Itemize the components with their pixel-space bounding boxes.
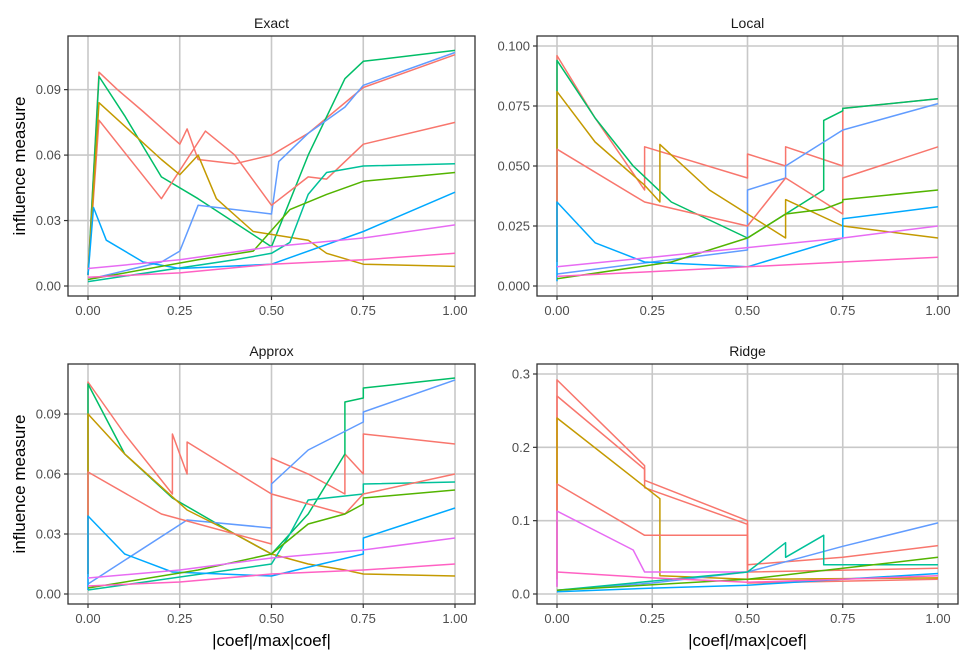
x-tick-label: 0.00 — [75, 303, 100, 318]
series-line-s8 — [87, 171, 456, 281]
series-line-s7 — [87, 191, 456, 276]
series-line-s6 — [556, 201, 939, 282]
y-tick-label: 0.00 — [36, 279, 61, 294]
x-tick-label: 1.00 — [442, 303, 467, 318]
y-tick-label: 0.000 — [497, 279, 530, 294]
series-group — [556, 379, 939, 593]
series-line-s4 — [87, 413, 456, 577]
panel-title: Exact — [254, 15, 289, 31]
series-line-s4 — [87, 119, 456, 276]
series-line-s7 — [87, 507, 456, 590]
series-line-s1 — [87, 53, 456, 276]
x-tick-label: 0.25 — [640, 303, 665, 318]
panel-title: Local — [731, 15, 764, 31]
panel-approx: Approx 0.00 0.25 0.50 0.75 1.00 0.00 0.03 0.06 0.… — [10, 343, 476, 650]
series-line-s9 — [87, 537, 456, 579]
y-tick-label: 0.00 — [36, 587, 61, 602]
x-tick-label: 1.00 — [442, 611, 467, 626]
x-tick-label: 1.00 — [925, 303, 950, 318]
series-line-s6 — [87, 471, 456, 574]
series-line-s5 — [87, 101, 456, 276]
series-line-s10 — [87, 252, 456, 279]
x-tick-label: 0.25 — [167, 303, 192, 318]
y-tick-label: 0.06 — [36, 467, 61, 482]
panel-title: Approx — [249, 343, 293, 359]
x-tick-label: 0.75 — [830, 611, 855, 626]
y-tick-label: 0.09 — [36, 407, 61, 422]
y-tick-label: 0.2 — [512, 440, 530, 455]
y-axis-label: influence measure — [10, 415, 29, 554]
panels: Exact 0.00 0.25 0.50 0.75 1.00 0.00 0.03 0.06 0.0… — [10, 15, 959, 650]
series-line-s3 — [556, 102, 939, 275]
series-line-s7 — [556, 534, 938, 592]
x-axis-label: |coef|/max|coef| — [688, 631, 807, 650]
y-axis-label: influence measure — [10, 97, 29, 236]
series-line-s6 — [87, 163, 456, 283]
x-tick-label: 0.50 — [259, 303, 284, 318]
x-tick-label: 0.75 — [351, 611, 376, 626]
y-tick-label: 0.03 — [36, 527, 61, 542]
panel-ridge: Ridge 0.00 0.25 0.50 0.75 1.00 0.0 0.1 0.2 0.3 |co… — [512, 343, 959, 650]
y-tick-label: 0.03 — [36, 213, 61, 228]
series-line-s3 — [87, 379, 456, 585]
x-tick-label: 0.25 — [167, 611, 192, 626]
gridlines — [68, 36, 475, 296]
series-line-s4 — [556, 90, 939, 262]
x-tick-label: 0.00 — [544, 303, 569, 318]
panel-local: Local 0.00 0.25 0.50 0.75 1.00 0.000 0.025 0.050… — [497, 15, 959, 318]
series-line-s4 — [556, 483, 939, 587]
x-axis-label: |coef|/max|coef| — [212, 631, 331, 650]
series-line-s8 — [556, 556, 939, 592]
y-tick-label: 0.100 — [497, 39, 530, 54]
x-tick-label: 1.00 — [925, 611, 950, 626]
series-line-s10 — [87, 563, 456, 587]
series-line-s8 — [87, 489, 456, 589]
y-tick-label: 0.075 — [497, 99, 530, 114]
series-line-s8 — [556, 225, 939, 268]
series-line-s2 — [556, 395, 939, 580]
series-line-s3 — [87, 51, 456, 281]
y-tick-label: 0.0 — [512, 587, 530, 602]
y-tick-label: 0.09 — [36, 82, 61, 97]
x-tick-label: 0.75 — [351, 303, 376, 318]
series-group — [87, 377, 456, 591]
series-line-s3 — [556, 417, 939, 581]
x-tick-label: 0.50 — [735, 611, 760, 626]
series-line-s7 — [556, 189, 939, 280]
series-line-s10 — [556, 571, 939, 584]
series-line-s5 — [556, 146, 939, 262]
y-tick-label: 0.050 — [497, 159, 530, 174]
series-line-s9 — [87, 224, 456, 270]
x-tick-label: 0.00 — [75, 611, 100, 626]
x-tick-label: 0.00 — [544, 611, 569, 626]
series-line-s5 — [556, 510, 748, 587]
x-tick-label: 0.50 — [735, 303, 760, 318]
x-tick-label: 0.75 — [830, 303, 855, 318]
panel-exact: Exact 0.00 0.25 0.50 0.75 1.00 0.00 0.03 0.06 0.0… — [10, 15, 476, 318]
x-tick-label: 0.25 — [640, 611, 665, 626]
panel-title: Ridge — [729, 343, 766, 359]
series-group — [556, 54, 939, 282]
series-group — [87, 49, 456, 283]
series-line-s5 — [87, 481, 456, 591]
series-line-s9 — [556, 256, 939, 278]
y-tick-label: 0.1 — [512, 513, 530, 528]
y-tick-label: 0.06 — [36, 148, 61, 163]
y-tick-label: 0.3 — [512, 367, 530, 382]
x-tick-label: 0.50 — [259, 611, 284, 626]
series-line-s2 — [87, 49, 456, 276]
y-tick-label: 0.025 — [497, 219, 530, 234]
